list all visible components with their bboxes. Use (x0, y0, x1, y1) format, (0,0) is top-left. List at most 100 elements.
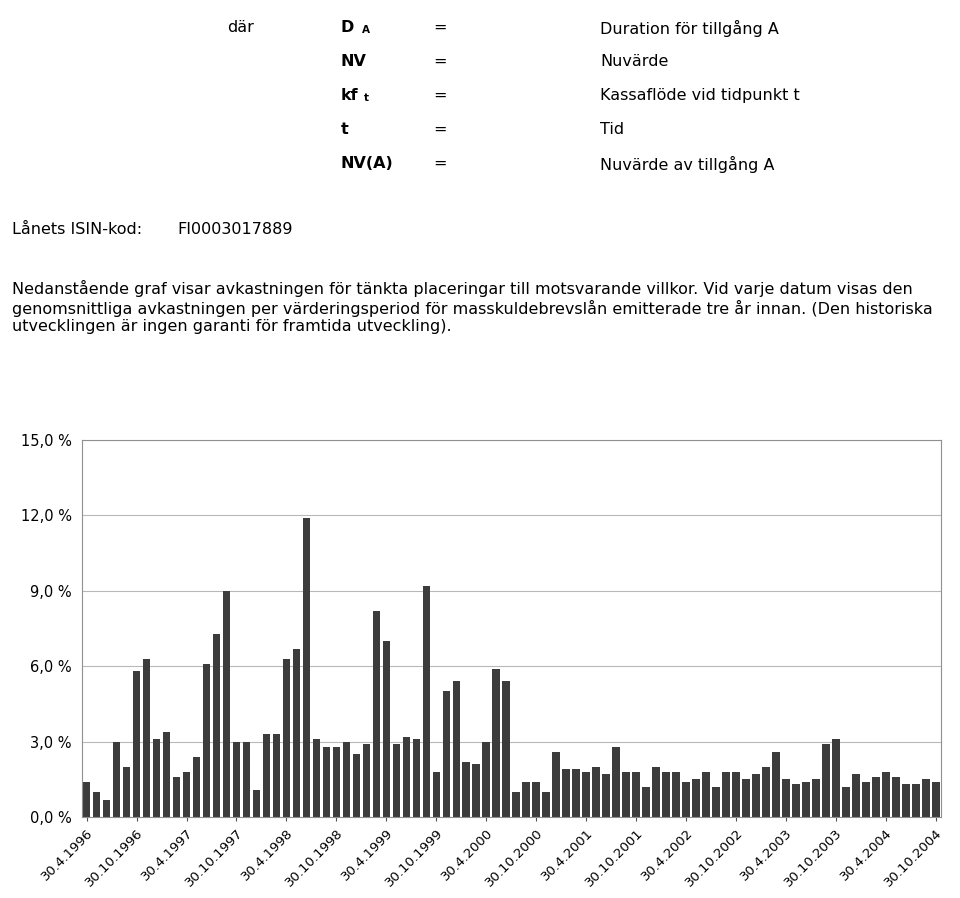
Bar (852, 774, 859, 817)
Bar (822, 744, 829, 817)
Bar (372, 611, 380, 817)
Bar (463, 762, 470, 817)
Bar (642, 787, 650, 817)
Bar (452, 682, 460, 817)
Bar (912, 785, 920, 817)
Bar (882, 772, 890, 817)
Bar (343, 742, 350, 817)
Bar (533, 782, 540, 817)
Bar (522, 782, 530, 817)
Text: Tid: Tid (600, 122, 624, 137)
Bar (762, 767, 770, 817)
Text: Duration för tillgång A: Duration för tillgång A (600, 20, 779, 37)
Bar (143, 659, 151, 817)
Bar (803, 782, 809, 817)
Bar (692, 779, 700, 817)
Bar (922, 779, 929, 817)
Bar (273, 735, 280, 817)
Bar (193, 757, 201, 817)
Bar (123, 767, 131, 817)
Text: t: t (341, 122, 348, 137)
Text: Nuvärde: Nuvärde (600, 54, 668, 69)
Text: A: A (362, 25, 370, 35)
Text: =: = (433, 20, 446, 35)
Bar (223, 591, 230, 817)
Bar (892, 777, 900, 817)
Text: =: = (433, 156, 446, 172)
Text: =: = (433, 122, 446, 137)
Bar (213, 634, 220, 817)
Bar (352, 754, 360, 817)
Bar (572, 770, 580, 817)
Text: NV(A): NV(A) (341, 156, 394, 172)
Bar (182, 772, 190, 817)
Bar (472, 764, 480, 817)
Bar (413, 739, 420, 817)
Bar (742, 779, 750, 817)
Text: Kassaflöde vid tidpunkt t: Kassaflöde vid tidpunkt t (600, 88, 800, 103)
Bar (203, 664, 210, 817)
Bar (842, 787, 850, 817)
Bar (332, 747, 340, 817)
Bar (622, 772, 630, 817)
Bar (173, 777, 180, 817)
Text: D: D (341, 20, 354, 35)
Bar (672, 772, 680, 817)
Bar (542, 792, 550, 817)
Bar (732, 772, 740, 817)
Bar (703, 772, 709, 817)
Text: Nuvärde av tillgång A: Nuvärde av tillgång A (600, 156, 775, 173)
Bar (263, 735, 270, 817)
Bar (782, 779, 790, 817)
Bar (313, 739, 320, 817)
Bar (583, 772, 589, 817)
Text: =: = (433, 54, 446, 69)
Bar (792, 785, 800, 817)
Bar (483, 742, 490, 817)
Bar (282, 659, 290, 817)
Text: NV: NV (341, 54, 367, 69)
Bar (93, 792, 101, 817)
Bar (753, 774, 759, 817)
Bar (433, 772, 440, 817)
Text: där: där (228, 20, 254, 35)
Bar (872, 777, 879, 817)
Text: Lånets ISIN-kod:: Lånets ISIN-kod: (12, 222, 142, 237)
Bar (443, 691, 450, 817)
Bar (862, 782, 870, 817)
Bar (502, 682, 510, 817)
Bar (602, 774, 610, 817)
Bar (243, 742, 251, 817)
Bar (393, 744, 400, 817)
Bar (113, 742, 120, 817)
Bar (592, 767, 600, 817)
Bar (302, 518, 310, 817)
Bar (902, 785, 909, 817)
Bar (103, 799, 110, 817)
Bar (132, 672, 140, 817)
Bar (832, 739, 840, 817)
Bar (722, 772, 730, 817)
Bar (552, 752, 560, 817)
Bar (232, 742, 240, 817)
Text: Nedanstående graf visar avkastningen för tänkta placeringar till motsvarande vil: Nedanstående graf visar avkastningen för… (12, 280, 932, 334)
Bar (383, 641, 390, 817)
Bar (932, 782, 940, 817)
Bar (683, 782, 690, 817)
Bar (252, 789, 260, 817)
Bar (323, 747, 330, 817)
Text: t: t (364, 93, 369, 103)
Bar (153, 739, 160, 817)
Bar (712, 787, 720, 817)
Bar (83, 782, 90, 817)
Bar (513, 792, 520, 817)
Bar (612, 747, 620, 817)
Bar (812, 779, 820, 817)
Text: FI0003017889: FI0003017889 (178, 222, 293, 237)
Bar (772, 752, 780, 817)
Bar (492, 669, 500, 817)
Bar (363, 744, 371, 817)
Text: =: = (433, 88, 446, 103)
Text: kf: kf (341, 88, 358, 103)
Bar (633, 772, 639, 817)
